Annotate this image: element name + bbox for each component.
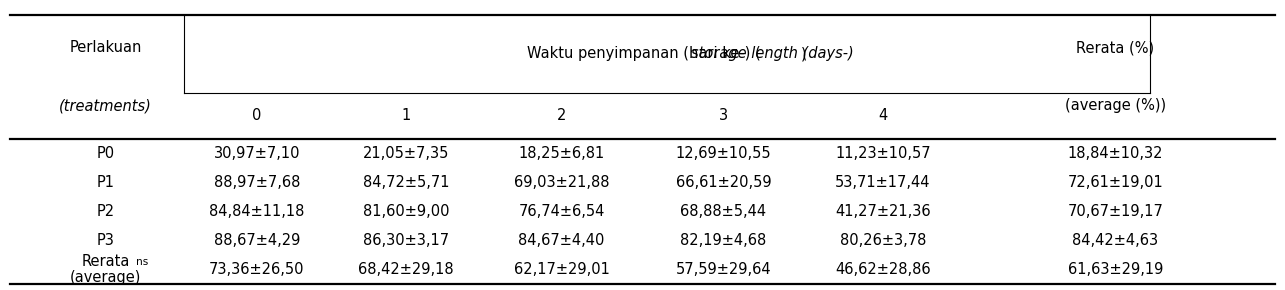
Text: (treatments): (treatments) [59,98,152,113]
Text: 11,23±10,57: 11,23±10,57 [835,146,930,161]
Text: P3: P3 [96,233,114,248]
Text: (average): (average) [69,270,141,285]
Text: 84,67±4,40: 84,67±4,40 [518,233,605,248]
Text: 1: 1 [401,108,411,124]
Text: 30,97±7,10: 30,97±7,10 [213,146,301,161]
Text: 0: 0 [252,108,262,124]
Text: 68,42±29,18: 68,42±29,18 [359,262,454,277]
Text: 61,63±29,19: 61,63±29,19 [1068,262,1163,277]
Text: 66,61±20,59: 66,61±20,59 [676,175,771,190]
Text: P0: P0 [96,146,114,161]
Text: 88,67±4,29: 88,67±4,29 [213,233,301,248]
Text: 88,97±7,68: 88,97±7,68 [213,175,301,190]
Text: 12,69±10,55: 12,69±10,55 [676,146,771,161]
Text: 84,42±4,63: 84,42±4,63 [1072,233,1159,248]
Text: 86,30±3,17: 86,30±3,17 [362,233,450,248]
Text: 82,19±4,68: 82,19±4,68 [680,233,767,248]
Text: (average (%)): (average (%)) [1065,98,1165,113]
Text: 3: 3 [718,108,729,124]
Text: 76,74±6,54: 76,74±6,54 [518,204,605,219]
Text: 68,88±5,44: 68,88±5,44 [680,204,767,219]
Text: 69,03±21,88: 69,03±21,88 [514,175,609,190]
Text: 21,05±7,35: 21,05±7,35 [362,146,450,161]
Text: 72,61±19,01: 72,61±19,01 [1068,175,1163,190]
Text: 2: 2 [556,108,567,124]
Text: 57,59±29,64: 57,59±29,64 [676,262,771,277]
Text: Rerata (%): Rerata (%) [1077,40,1154,55]
Text: 70,67±19,17: 70,67±19,17 [1068,204,1163,219]
Text: 81,60±9,00: 81,60±9,00 [362,204,450,219]
Text: storage length (days-): storage length (days-) [691,46,853,61]
Text: 84,72±5,71: 84,72±5,71 [362,175,450,190]
Text: 53,71±17,44: 53,71±17,44 [835,175,930,190]
Text: 73,36±26,50: 73,36±26,50 [209,262,305,277]
Text: ): ) [802,46,807,61]
Text: Waktu penyimpanan (hari ke-) (: Waktu penyimpanan (hari ke-) ( [527,46,761,61]
Text: 18,25±6,81: 18,25±6,81 [518,146,605,161]
Text: 62,17±29,01: 62,17±29,01 [514,262,609,277]
Text: ns: ns [136,257,149,267]
Text: P2: P2 [96,204,114,219]
Text: 84,84±11,18: 84,84±11,18 [209,204,305,219]
Text: 41,27±21,36: 41,27±21,36 [835,204,930,219]
Text: Rerata: Rerata [81,254,130,269]
Text: P1: P1 [96,175,114,190]
Text: Perlakuan: Perlakuan [69,40,141,55]
Text: 46,62±28,86: 46,62±28,86 [835,262,930,277]
Text: 80,26±3,78: 80,26±3,78 [839,233,926,248]
Text: 18,84±10,32: 18,84±10,32 [1068,146,1163,161]
Text: 4: 4 [878,108,888,124]
